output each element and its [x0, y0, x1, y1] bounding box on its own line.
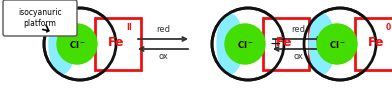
Circle shape: [57, 24, 97, 64]
Text: $\mathbf{Cl^-}$: $\mathbf{Cl^-}$: [237, 39, 253, 50]
FancyBboxPatch shape: [3, 0, 77, 36]
Text: red: red: [156, 25, 170, 34]
Text: $\mathbf{Cl^-}$: $\mathbf{Cl^-}$: [329, 39, 345, 50]
Text: Fe: Fe: [276, 36, 292, 49]
FancyBboxPatch shape: [355, 18, 392, 70]
Text: red: red: [291, 25, 305, 34]
Text: Fe: Fe: [368, 36, 384, 49]
Text: 0: 0: [386, 23, 391, 32]
FancyBboxPatch shape: [263, 18, 309, 70]
Ellipse shape: [309, 14, 335, 74]
Circle shape: [225, 24, 265, 64]
Text: ox: ox: [293, 52, 303, 61]
Text: Fe: Fe: [107, 36, 124, 49]
Text: ox: ox: [158, 52, 168, 61]
FancyBboxPatch shape: [95, 18, 141, 70]
Text: $\mathbf{Cl^-}$: $\mathbf{Cl^-}$: [69, 39, 85, 50]
Ellipse shape: [217, 14, 243, 74]
Text: II: II: [126, 23, 132, 32]
Ellipse shape: [49, 14, 75, 74]
Text: +: +: [269, 37, 281, 51]
Circle shape: [317, 24, 357, 64]
Text: isocyanuric
platform: isocyanuric platform: [18, 8, 62, 28]
